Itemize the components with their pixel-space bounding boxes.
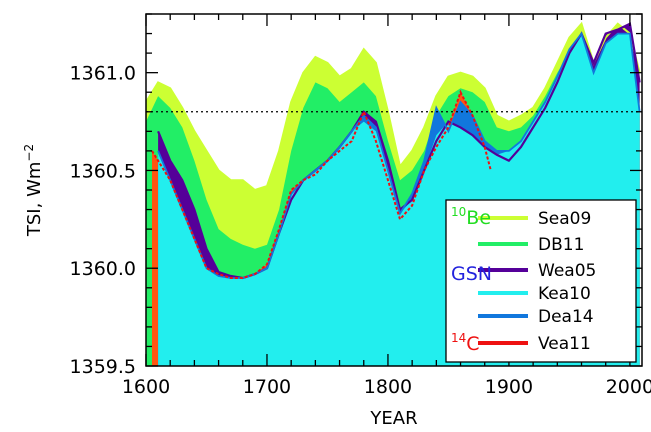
legend-group-main: C — [466, 333, 479, 355]
legend-group-c: 14C — [451, 331, 480, 355]
legend-label-dea14: Dea14 — [538, 307, 594, 327]
y-axis-title: TSI, Wm−2 — [22, 144, 45, 237]
y-axis-title-main: TSI, Wm — [24, 162, 45, 238]
legend-group-main: Be — [466, 207, 491, 229]
line-dea14 — [157, 31, 641, 279]
legend: Sea09 DB11 Wea05 Kea10 Dea14 Vea11 10Be GSN 14C — [445, 199, 637, 363]
y-axis-title-superscript: −2 — [22, 144, 36, 162]
y-tick-label: 1360.5 — [70, 160, 136, 182]
legend-label-wea05: Wea05 — [538, 261, 596, 281]
y-tick-label: 1361.0 — [70, 63, 136, 85]
x-tick-label: 1900 — [485, 376, 533, 398]
legend-label-vea11: Vea11 — [538, 334, 591, 354]
legend-group-superscript: 14 — [451, 331, 466, 345]
x-tick-label: 1800 — [364, 376, 412, 398]
x-tick-label: 1600 — [122, 376, 170, 398]
legend-group-be: 10Be — [451, 205, 491, 229]
x-tick-label: 2000 — [606, 376, 651, 398]
legend-group-superscript: 10 — [451, 205, 466, 219]
legend-box — [445, 199, 637, 363]
legend-label-kea10: Kea10 — [538, 284, 591, 304]
x-axis-title: YEAR — [369, 408, 417, 429]
y-tick-label: 1359.5 — [70, 356, 136, 378]
axis-ticks — [145, 13, 642, 367]
y-tick-label: 1360.0 — [70, 258, 136, 280]
legend-group-gsn: GSN — [451, 263, 492, 285]
axis-tick-labels: 1600 1700 1800 1900 2000 1359.5 1360.0 1360.5 13… — [70, 63, 651, 398]
legend-label-db11: DB11 — [538, 235, 584, 255]
x-tick-label: 1700 — [243, 376, 291, 398]
line-vea11 — [151, 89, 492, 279]
line-sea09 — [146, 21, 641, 192]
legend-label-sea09: Sea09 — [538, 209, 591, 229]
